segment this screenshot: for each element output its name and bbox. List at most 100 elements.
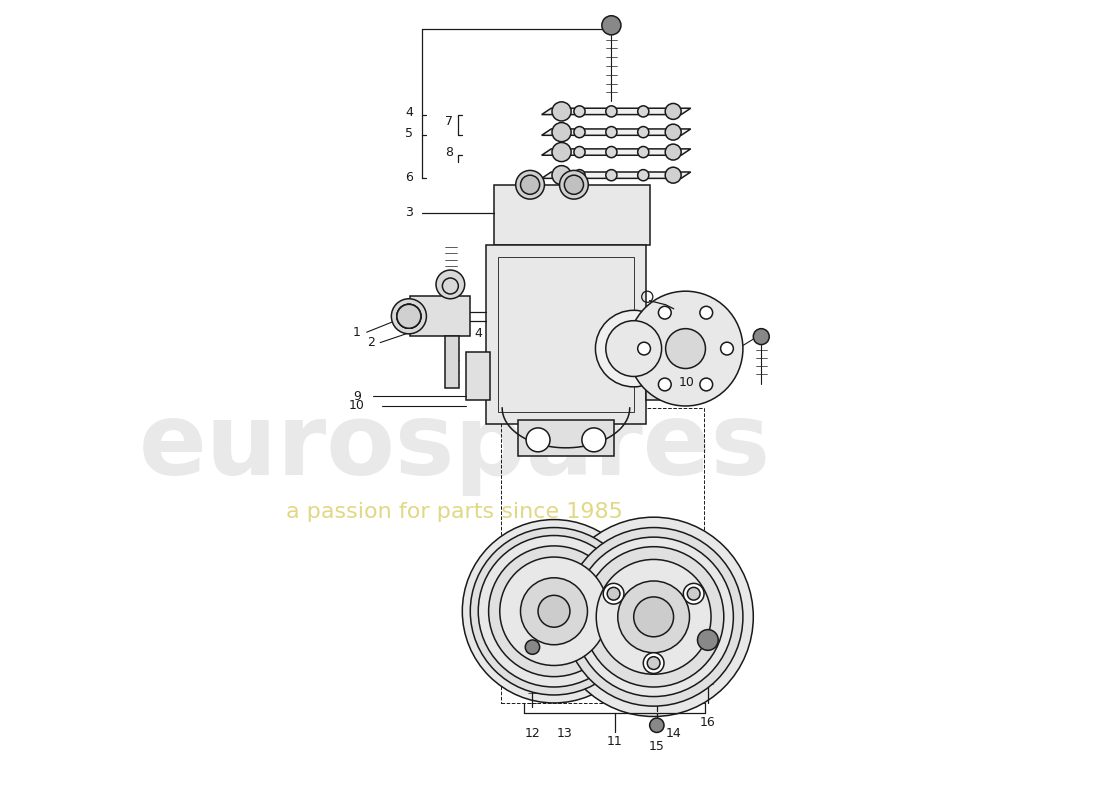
Circle shape (644, 653, 664, 674)
Text: 10: 10 (349, 399, 365, 412)
Text: 12: 12 (525, 727, 540, 740)
Circle shape (697, 630, 718, 650)
Circle shape (659, 306, 671, 319)
Circle shape (638, 106, 649, 117)
Text: 14: 14 (666, 727, 681, 740)
Circle shape (488, 546, 619, 677)
Circle shape (659, 378, 671, 391)
Bar (494, 185, 650, 245)
Circle shape (666, 103, 681, 119)
Text: 5: 5 (405, 127, 412, 140)
Circle shape (564, 175, 583, 194)
Circle shape (606, 170, 617, 181)
Text: 9: 9 (645, 358, 652, 370)
Circle shape (499, 557, 608, 666)
Circle shape (552, 166, 571, 185)
Circle shape (720, 342, 734, 355)
Circle shape (520, 175, 540, 194)
Circle shape (595, 310, 672, 387)
Circle shape (628, 291, 742, 406)
Circle shape (618, 581, 690, 653)
Circle shape (606, 106, 617, 117)
Text: 15: 15 (649, 741, 664, 754)
Circle shape (582, 428, 606, 452)
Text: 9: 9 (353, 390, 361, 402)
Text: a passion for parts since 1985: a passion for parts since 1985 (286, 502, 623, 522)
Circle shape (683, 583, 704, 604)
Circle shape (583, 546, 724, 687)
Circle shape (478, 535, 629, 687)
Text: 3: 3 (405, 206, 412, 219)
Circle shape (538, 595, 570, 627)
Circle shape (397, 304, 421, 328)
Text: 5: 5 (631, 339, 639, 352)
Circle shape (700, 378, 713, 391)
Circle shape (552, 102, 571, 121)
Circle shape (397, 304, 421, 328)
Circle shape (666, 329, 705, 369)
Text: 1: 1 (353, 326, 361, 338)
Circle shape (634, 597, 673, 637)
Circle shape (397, 304, 421, 328)
Bar (646, 352, 666, 400)
Text: 2: 2 (367, 336, 375, 349)
Circle shape (638, 126, 649, 138)
Text: eurospares: eurospares (139, 399, 770, 496)
Circle shape (688, 587, 700, 600)
Circle shape (603, 583, 624, 604)
Circle shape (520, 578, 587, 645)
Text: 8: 8 (444, 146, 453, 159)
Text: 4: 4 (474, 326, 482, 339)
Circle shape (574, 146, 585, 158)
Text: 6: 6 (405, 171, 412, 184)
Bar (500, 408, 704, 703)
Text: 13: 13 (557, 727, 572, 740)
Circle shape (552, 142, 571, 162)
Circle shape (526, 428, 550, 452)
Text: 11: 11 (607, 735, 623, 748)
Circle shape (516, 170, 544, 199)
Circle shape (666, 144, 681, 160)
Circle shape (552, 122, 571, 142)
Bar (646, 337, 690, 361)
Polygon shape (541, 172, 691, 178)
Circle shape (754, 329, 769, 345)
Circle shape (462, 519, 646, 703)
Circle shape (436, 270, 464, 298)
Circle shape (638, 146, 649, 158)
Text: 4: 4 (405, 106, 412, 119)
Circle shape (574, 170, 585, 181)
Bar (466, 352, 491, 400)
Circle shape (397, 304, 421, 328)
Circle shape (554, 517, 754, 717)
Circle shape (666, 167, 681, 183)
Circle shape (638, 342, 650, 355)
Circle shape (574, 537, 734, 697)
Circle shape (471, 527, 638, 695)
Circle shape (700, 306, 713, 319)
Circle shape (574, 106, 585, 117)
Circle shape (638, 170, 649, 181)
Bar (498, 257, 634, 412)
Polygon shape (541, 108, 691, 114)
Circle shape (647, 657, 660, 670)
Bar (486, 245, 646, 424)
Circle shape (560, 170, 588, 199)
Polygon shape (541, 129, 691, 135)
Circle shape (650, 718, 664, 733)
Circle shape (606, 126, 617, 138)
Circle shape (526, 640, 540, 654)
Circle shape (606, 146, 617, 158)
Circle shape (666, 124, 681, 140)
Text: 16: 16 (700, 717, 716, 730)
Bar (444, 336, 459, 388)
Bar (410, 296, 471, 336)
Circle shape (564, 527, 743, 706)
Text: 10: 10 (679, 376, 695, 389)
Polygon shape (541, 149, 691, 155)
Bar (518, 420, 614, 456)
Text: 7: 7 (444, 115, 453, 128)
Circle shape (596, 559, 711, 674)
Circle shape (607, 587, 620, 600)
Circle shape (602, 16, 621, 35)
